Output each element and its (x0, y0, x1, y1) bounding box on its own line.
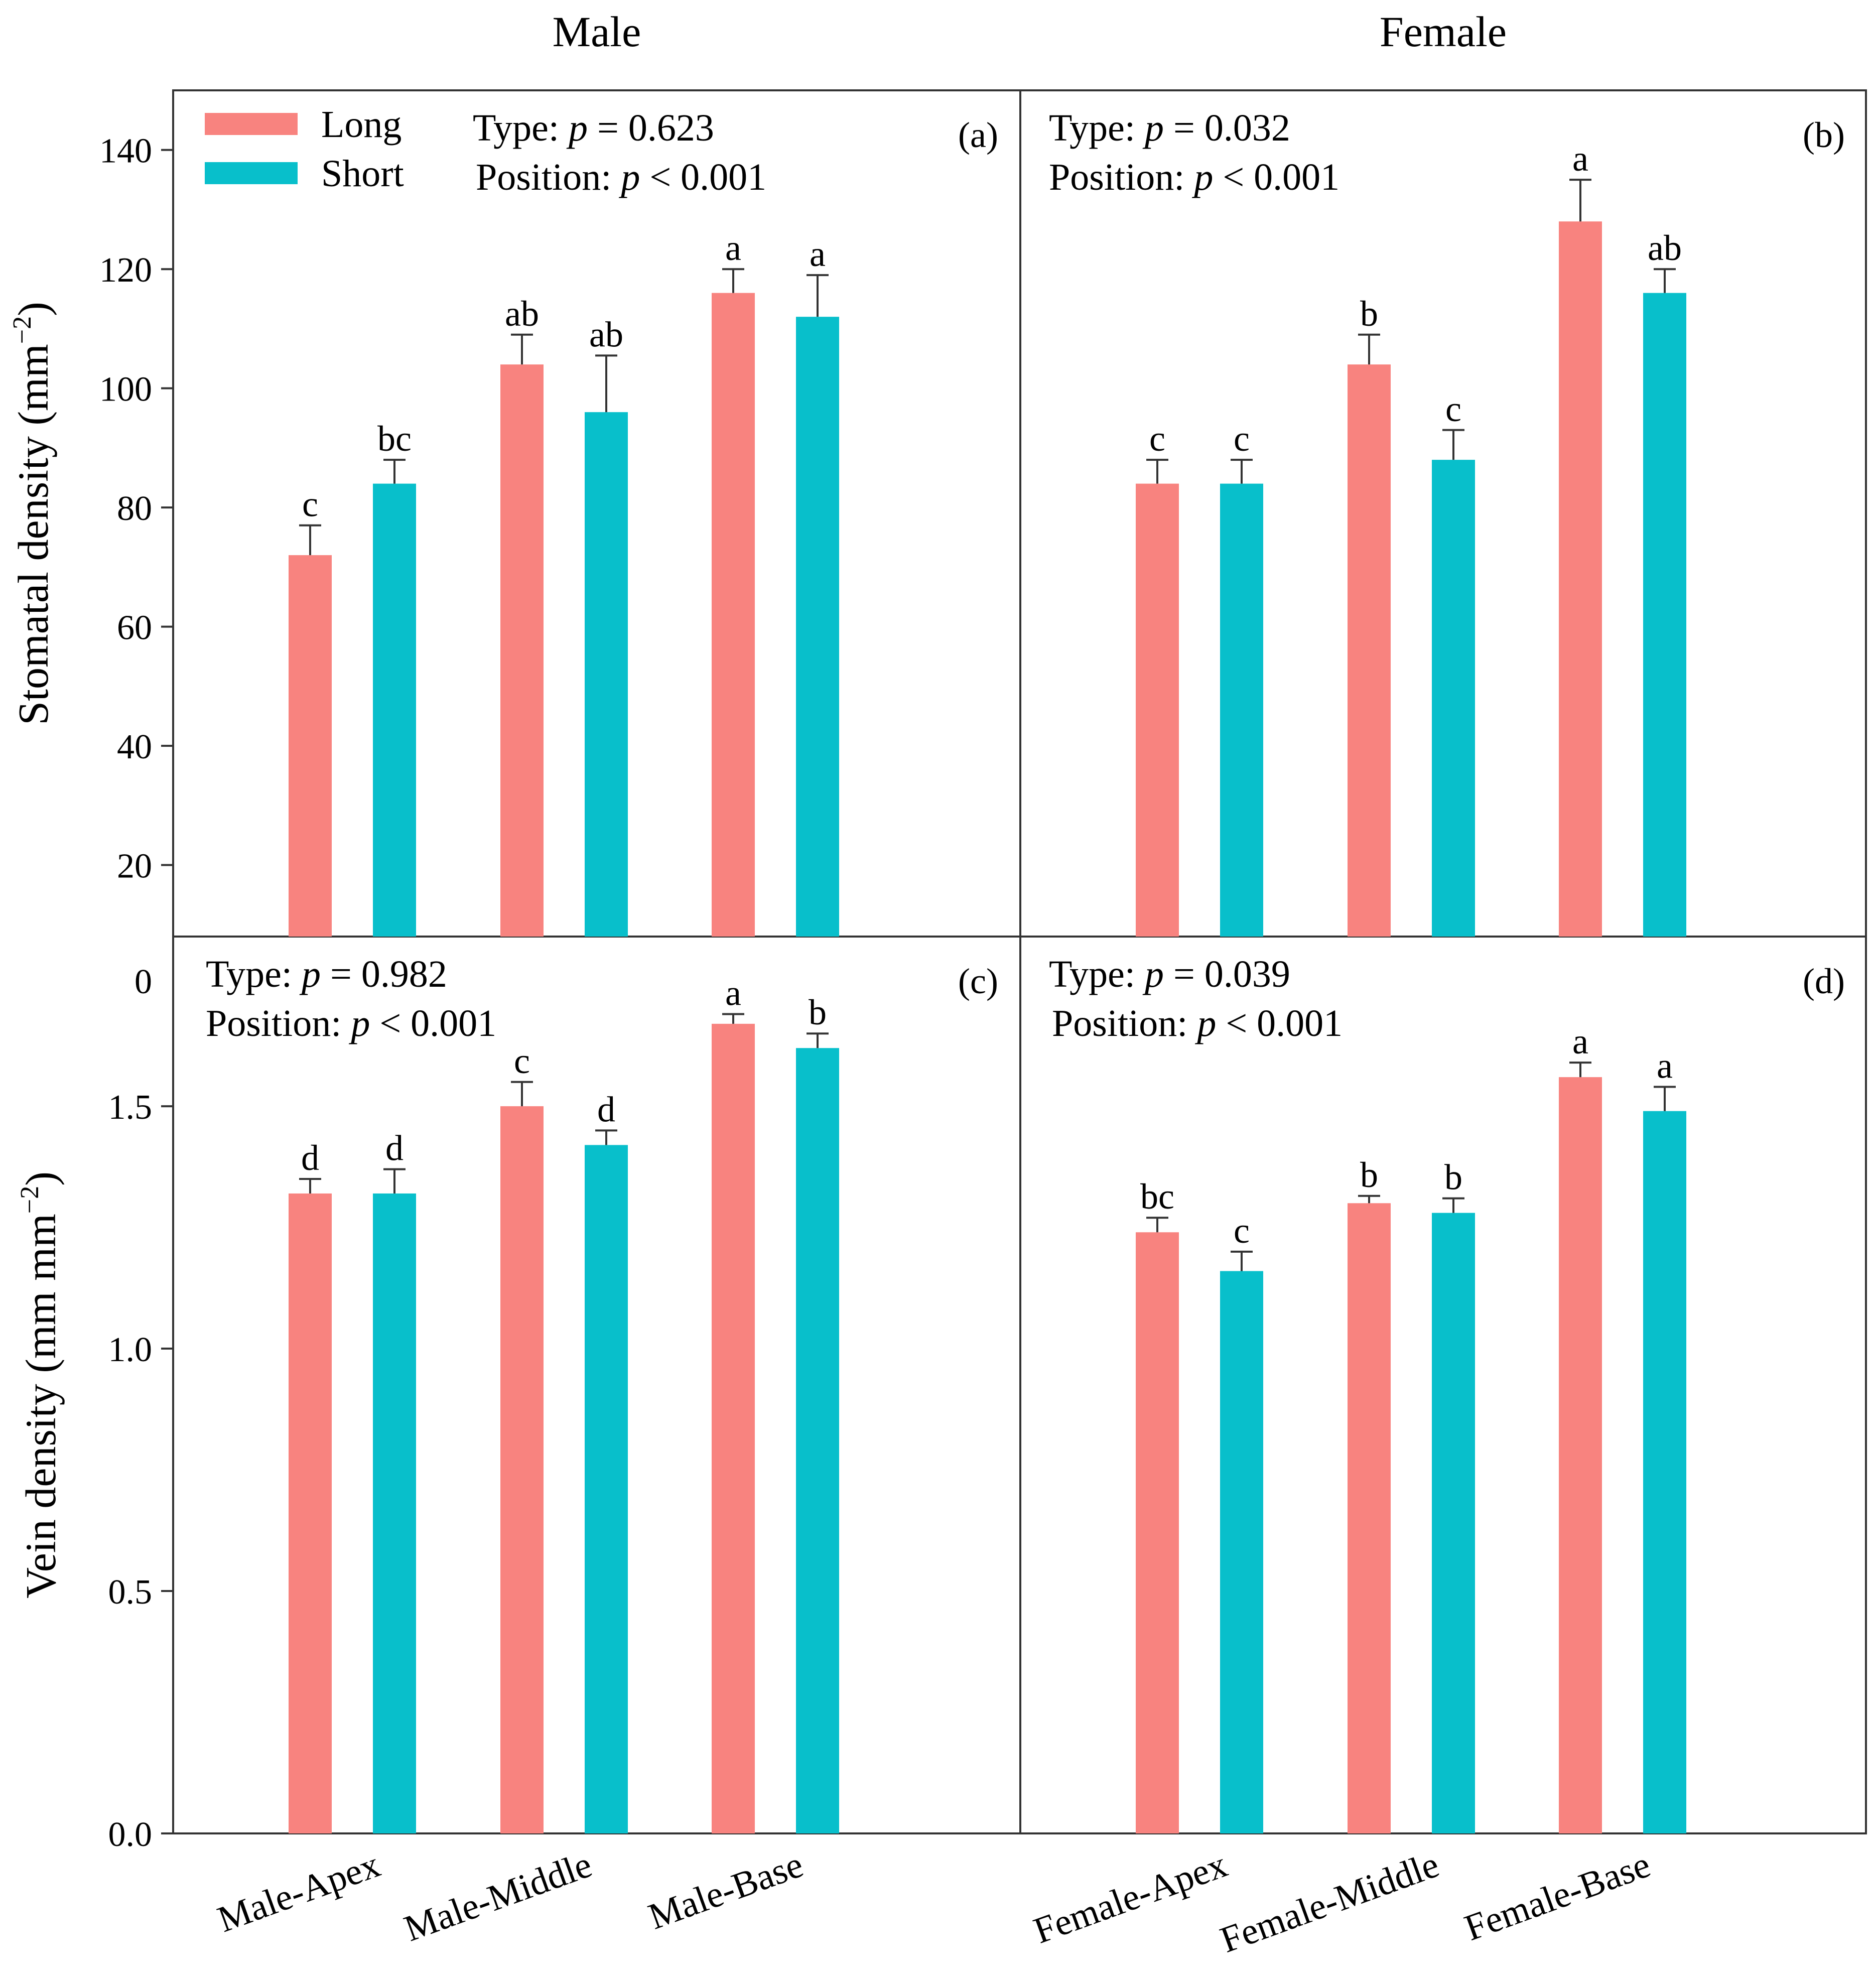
bar-short-a (585, 412, 628, 937)
significance-letter: ab (1648, 228, 1682, 268)
y-tick-label-top: 0 (135, 963, 152, 1001)
legend-swatch-long (205, 113, 298, 135)
significance-letter: a (725, 228, 741, 268)
bar-short-d (1432, 1213, 1475, 1833)
significance-letter: a (1572, 139, 1588, 179)
stats-line-d: Type: p = 0.039 (1049, 953, 1290, 995)
y-tick-label: 20 (117, 847, 152, 886)
significance-letter: bc (377, 419, 412, 459)
stats-line-a: Type: p = 0.623 (473, 107, 714, 149)
bar-long-c (500, 1106, 544, 1833)
stats-line-c: Type: p = 0.982 (206, 953, 447, 995)
bar-long-b (1559, 221, 1602, 937)
stats-line-b: Position: p < 0.001 (1049, 156, 1339, 198)
y-tick-label: 80 (117, 489, 152, 528)
bar-short-b (1220, 483, 1263, 937)
y-tick-label: 40 (117, 728, 152, 766)
bar-short-a (796, 317, 839, 937)
y-axis-label: Vein density (mm mm−2) (16, 1171, 65, 1599)
significance-letter: c (1149, 419, 1165, 459)
bars-layer (289, 179, 1686, 1833)
legend-label-short: Short (321, 153, 404, 195)
stats-line-d: Position: p < 0.001 (1052, 1002, 1343, 1044)
bar-short-d (1220, 1271, 1263, 1833)
y-tick-label: 120 (99, 251, 152, 290)
bar-short-b (1432, 460, 1475, 937)
significance-letter: bc (1140, 1176, 1174, 1217)
significance-letter: ab (589, 314, 623, 354)
significance-letter: a (810, 234, 826, 274)
bar-long-a (712, 293, 755, 937)
bar-short-c (585, 1145, 628, 1833)
bar-short-c (796, 1048, 839, 1833)
bar-long-b (1348, 364, 1391, 937)
bar-long-a (500, 364, 544, 937)
y-tick-label: 0.0 (108, 1815, 153, 1854)
stats-line-b: Type: p = 0.032 (1049, 107, 1290, 149)
y-tick-label: 100 (99, 370, 152, 409)
panel-label-a: (a) (958, 115, 998, 155)
significance-letter: b (1444, 1157, 1462, 1198)
significance-letter: c (514, 1041, 530, 1081)
stats-line-a: Position: p < 0.001 (476, 156, 766, 198)
significance-letter: c (1445, 389, 1461, 429)
bar-long-d (1136, 1232, 1179, 1833)
significance-letter: a (1572, 1021, 1588, 1062)
significance-letter: a (1657, 1045, 1673, 1086)
significance-letter: c (1234, 1211, 1250, 1251)
significance-letter: d (385, 1128, 404, 1168)
bar-long-c (712, 1023, 755, 1833)
bar-long-d (1348, 1203, 1391, 1833)
significance-letter: b (809, 992, 827, 1032)
y-tick-label: 60 (117, 609, 152, 647)
significance-letter: c (302, 484, 318, 524)
bar-short-c (373, 1193, 416, 1833)
panel-label-c: (c) (958, 961, 998, 1001)
bar-long-d (1559, 1077, 1602, 1833)
y-tick-label: 0.5 (108, 1573, 153, 1612)
column-title-male: Male (553, 8, 641, 56)
column-title-female: Female (1380, 8, 1507, 56)
significance-letter: b (1360, 294, 1378, 334)
bar-short-d (1643, 1111, 1686, 1833)
significance-letter: d (301, 1138, 319, 1178)
y-tick-label: 1.0 (108, 1331, 153, 1369)
bar-long-c (289, 1193, 332, 1833)
legend-label-long: Long (321, 103, 401, 146)
y-tick-label: 1.5 (108, 1088, 153, 1127)
legend-swatch-short (205, 162, 298, 184)
stats-line-c: Position: p < 0.001 (206, 1002, 496, 1044)
bar-long-b (1136, 483, 1179, 937)
bar-short-b (1643, 293, 1686, 937)
panel-label-d: (d) (1803, 961, 1845, 1001)
bar-long-a (289, 555, 332, 937)
y-tick-label: 140 (99, 132, 152, 171)
significance-letter: d (597, 1089, 615, 1129)
panel-label-b: (b) (1803, 115, 1845, 155)
y-axis-label: Stomatal density (mm−2) (8, 302, 57, 725)
significance-letter: a (725, 973, 741, 1013)
significance-letter: c (1234, 419, 1250, 459)
significance-letter: b (1360, 1155, 1378, 1195)
bar-short-a (373, 483, 416, 937)
significance-letter: ab (505, 294, 539, 334)
